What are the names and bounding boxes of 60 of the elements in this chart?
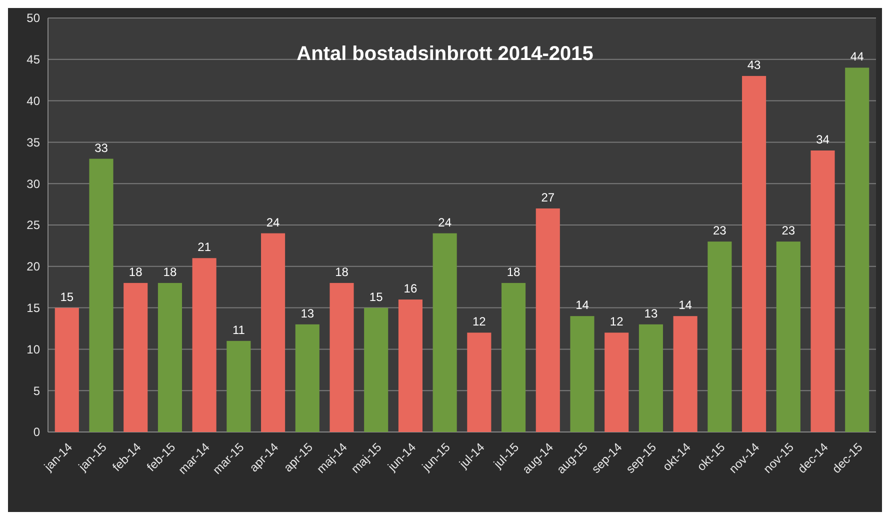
data-label: 44 (850, 50, 864, 64)
data-label: 12 (610, 314, 624, 329)
y-tick-label: 10 (26, 342, 40, 356)
data-label: 33 (94, 140, 108, 155)
bar (708, 242, 732, 432)
bar (54, 308, 79, 432)
bar (158, 282, 182, 432)
y-tick-label: 35 (26, 135, 40, 150)
bar (810, 150, 835, 432)
bar (570, 316, 594, 432)
data-label: 15 (369, 290, 384, 304)
bar (673, 316, 698, 432)
data-label: 21 (198, 240, 212, 254)
y-tick-label: 0 (33, 425, 40, 440)
data-label: 24 (438, 215, 452, 230)
y-tick-label: 15 (26, 301, 40, 315)
bar (467, 332, 492, 432)
bar (845, 68, 870, 432)
data-label: 11 (232, 322, 246, 337)
bar (604, 332, 629, 432)
bar (295, 324, 320, 432)
data-label: 14 (678, 298, 692, 312)
data-label: 43 (747, 58, 762, 72)
data-label: 18 (163, 264, 177, 279)
data-label: 14 (576, 298, 590, 312)
y-tick-label: 25 (26, 218, 40, 232)
text: Antal bostadsinbrott 2014-2015 (296, 43, 594, 65)
y-tick-label: 45 (26, 52, 40, 67)
bar (364, 308, 388, 432)
bar (226, 340, 251, 432)
data-label: 15 (60, 290, 74, 304)
y-tick-label: 30 (26, 176, 40, 191)
data-label: 18 (335, 264, 349, 279)
data-label: 18 (128, 264, 143, 279)
bar (432, 233, 457, 432)
y-tick-label: 50 (26, 11, 40, 26)
bar (330, 282, 354, 432)
data-label: 18 (506, 264, 521, 279)
bar (261, 233, 286, 432)
bar (398, 300, 422, 432)
bar (776, 242, 800, 432)
bar (89, 158, 114, 432)
data-label: 13 (300, 306, 314, 320)
data-label: 34 (816, 132, 830, 146)
data-label: 23 (782, 224, 796, 238)
bar (502, 282, 526, 432)
data-label: 23 (712, 224, 727, 238)
data-label: 13 (644, 306, 658, 320)
bar (536, 208, 560, 432)
data-label: 16 (404, 282, 418, 296)
data-label: 24 (266, 215, 280, 230)
y-tick-label: 40 (26, 94, 40, 108)
bar (124, 282, 148, 432)
data-label: 12 (472, 314, 486, 329)
data-label: 27 (541, 190, 555, 204)
bar (638, 324, 663, 432)
y-tick-label: 5 (33, 384, 40, 398)
y-tick-label: 20 (26, 260, 40, 274)
bar (192, 258, 216, 432)
bar (742, 76, 766, 432)
